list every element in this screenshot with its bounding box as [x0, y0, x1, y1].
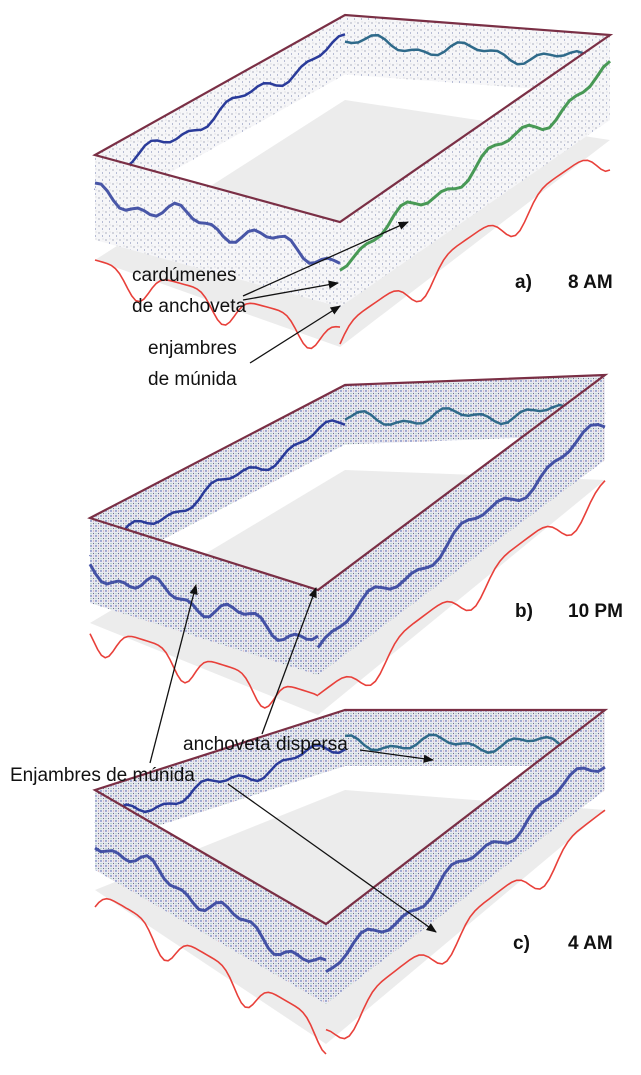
- annotation-line: de anchoveta: [132, 296, 247, 317]
- echogram-boxes: [87, 13, 614, 1055]
- arrow: [242, 221, 409, 297]
- panel-label: b): [515, 601, 533, 622]
- front-wall: [90, 518, 318, 675]
- far-wall: [345, 15, 610, 95]
- echo-trace: [344, 403, 606, 426]
- annotation-line: cardúmenes: [132, 265, 237, 286]
- far-wall: [95, 710, 345, 846]
- echo-trace: [94, 846, 327, 963]
- arrow: [359, 749, 435, 763]
- echo-trace: [94, 181, 341, 265]
- panel-time: 10 PM: [568, 601, 623, 622]
- seabed-line: [94, 259, 341, 350]
- echo-trace: [94, 33, 346, 192]
- far-wall: [95, 15, 345, 215]
- arrow: [249, 305, 341, 364]
- echo-trace: [88, 563, 319, 642]
- seabed-line: [317, 480, 606, 696]
- panel-time: 4 AM: [568, 933, 613, 954]
- seabed-line: [339, 159, 611, 345]
- echo-trace: [325, 765, 606, 973]
- box-rim: [92, 13, 614, 224]
- seabed-line: [325, 809, 606, 1040]
- echo-trace: [89, 419, 346, 558]
- echo-trace: [94, 744, 346, 825]
- panel-time: 8 AM: [568, 272, 613, 293]
- far-wall: [90, 385, 345, 578]
- front-wall: [326, 710, 605, 1004]
- far-wall: [345, 710, 605, 766]
- echo-trace: [339, 60, 612, 272]
- arrow: [261, 587, 317, 735]
- seabed-line: [94, 897, 327, 1055]
- panel-label: c): [513, 933, 530, 954]
- annotation-line: enjambres: [148, 338, 237, 359]
- annotation-line: Enjambres de múnida: [10, 765, 195, 786]
- front-wall: [95, 790, 326, 1004]
- arrow: [149, 583, 198, 764]
- panel-label: a): [515, 272, 532, 293]
- arrow: [242, 280, 340, 301]
- annotation-line: de múnida: [148, 369, 237, 390]
- echo-trace: [316, 422, 606, 649]
- arrow: [227, 783, 437, 933]
- box-rim: [87, 373, 609, 592]
- annotation-line: anchoveta dispersa: [183, 734, 348, 755]
- echo-trace: [344, 33, 611, 70]
- box-rim: [92, 708, 609, 926]
- seabed-line: [89, 633, 319, 709]
